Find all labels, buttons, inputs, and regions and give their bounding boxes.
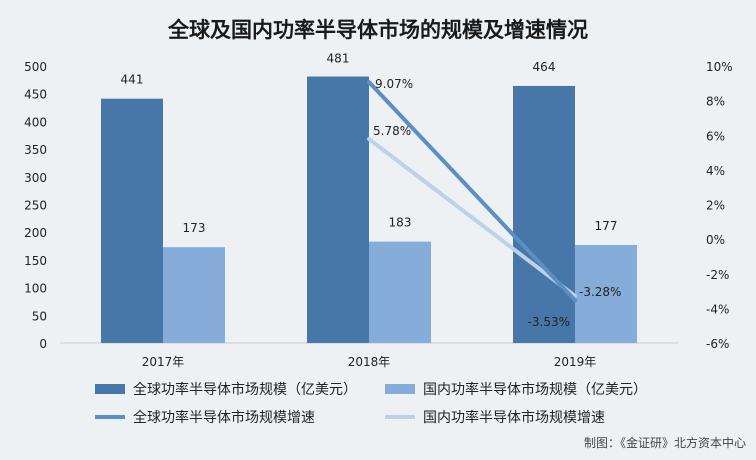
y-left-tick-label: 150 (24, 254, 47, 268)
domestic-growth-line (367, 137, 577, 298)
y-right-tick-label: 10% (706, 60, 733, 74)
y-right-tick-label: -2% (706, 268, 729, 282)
legend-item-domestic-size: 国内功率半导体市场规模（亿美元） (385, 378, 655, 400)
legend-label-domestic-growth: 国内功率半导体市场规模增速 (423, 410, 605, 426)
legend-swatch-domestic-growth (385, 415, 415, 419)
y-left-tick-label: 500 (24, 60, 47, 74)
y-left-tick-label: 350 (24, 143, 47, 157)
y-right-tick-label: -6% (706, 337, 729, 351)
y-right-tick-label: 0% (706, 233, 725, 247)
bar-global (101, 98, 163, 343)
legend-swatch-global-growth (95, 415, 125, 419)
legend-swatch-domestic-size (385, 384, 415, 394)
chart-title: 全球及国内功率半导体市场的规模及增速情况 (168, 18, 588, 42)
y-left-tick-label: 250 (24, 199, 47, 213)
bar-value-label: 177 (595, 219, 618, 233)
y-left-tick-label: 0 (39, 337, 47, 351)
legend-label-domestic-size: 国内功率半导体市场规模（亿美元） (423, 382, 647, 398)
combo-chart: 0 50 100 150 200 250 300 350 400 450 500 -6% -4% -2% 0… (24, 52, 733, 369)
y-right-tick-label: 8% (706, 95, 725, 109)
bar-value-label: 481 (327, 52, 350, 66)
legend-item-domestic-growth: 国内功率半导体市场规模增速 (385, 406, 655, 428)
bar-value-label: 173 (183, 221, 206, 235)
line-value-label: -3.53% (528, 315, 570, 329)
bar-global (513, 85, 575, 343)
chart-legend: 全球功率半导体市场规模（亿美元） 国内功率半导体市场规模（亿美元） 全球功率半导… (95, 378, 655, 428)
legend-swatch-global-size (95, 384, 125, 394)
line-value-label: -3.28% (579, 285, 621, 299)
x-tick-label: 2019年 (554, 355, 597, 369)
legend-item-global-growth: 全球功率半导体市场规模增速 (95, 406, 385, 428)
y-right-tick-label: 2% (706, 199, 725, 213)
bar-domestic (369, 241, 431, 343)
y-left-tick-label: 450 (24, 88, 47, 102)
x-tick-label: 2018年 (348, 355, 391, 369)
y-left-tick-label: 400 (24, 115, 47, 129)
bar-value-label: 441 (121, 73, 144, 87)
line-value-label: 5.78% (373, 124, 411, 138)
bar-domestic (163, 247, 225, 343)
source-credit: 制图：《金证研》北方资本中心 (583, 436, 746, 450)
global-growth-line (367, 80, 577, 303)
bar-value-label: 464 (533, 60, 556, 74)
legend-label-global-growth: 全球功率半导体市场规模增速 (133, 410, 315, 426)
y-right-tick-label: -4% (706, 302, 729, 316)
bar-domestic (575, 244, 637, 343)
y-left-tick-label: 200 (24, 226, 47, 240)
x-tick-label: 2017年 (142, 355, 185, 369)
y-left-tick-label: 100 (24, 282, 47, 296)
y-left-tick-label: 300 (24, 171, 47, 185)
legend-item-global-size: 全球功率半导体市场规模（亿美元） (95, 378, 385, 400)
y-right-tick-label: 6% (706, 129, 725, 143)
bar-value-label: 183 (389, 216, 412, 230)
bar-global (307, 76, 369, 343)
y-right-tick-label: 4% (706, 164, 725, 178)
legend-label-global-size: 全球功率半导体市场规模（亿美元） (133, 382, 357, 398)
line-value-label: 9.07% (375, 77, 413, 91)
y-left-tick-label: 50 (32, 309, 47, 323)
